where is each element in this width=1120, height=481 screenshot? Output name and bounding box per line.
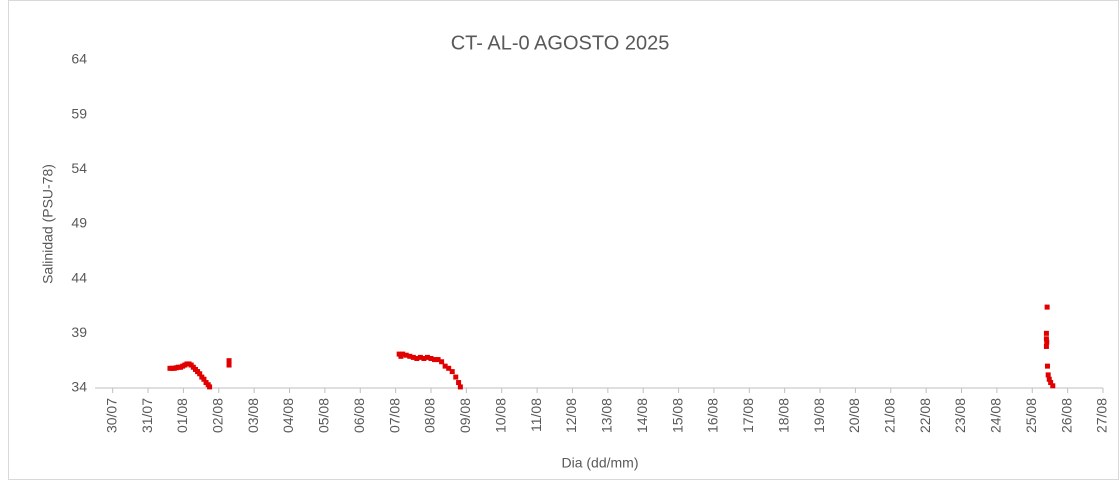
point [1050,383,1056,389]
x-tick-label: 12/08 [563,398,579,433]
x-tick-label: 16/08 [705,398,721,433]
point [439,359,445,365]
point [1044,363,1050,369]
x-tick-label: 11/08 [528,398,544,432]
point [403,352,409,358]
x-tick-label: 04/08 [280,398,296,433]
x-tick-label: 08/08 [422,398,438,433]
x-tick-label: 21/08 [881,398,897,433]
point [1043,330,1049,336]
y-tick-label: 64 [71,51,87,67]
point [226,358,232,364]
x-tick-label: 20/08 [846,398,862,433]
point [1044,339,1050,345]
x-tick-label: 22/08 [917,398,933,433]
chart-frame [8,0,1119,480]
x-tick-label: 09/08 [457,398,473,433]
point [400,351,406,357]
point [1043,343,1049,349]
x-tick-label: 23/08 [952,398,968,433]
point [414,355,420,361]
x-tick-label: 02/08 [209,398,225,433]
point [442,363,448,369]
point [197,371,203,377]
x-tick-label: 10/08 [492,398,508,433]
y-tick-label: 44 [71,269,87,285]
x-tick-label: 01/08 [174,398,190,433]
x-tick-label: 14/08 [634,398,650,433]
x-tick-label: 19/08 [811,398,827,433]
point [226,362,232,368]
x-tick-label: 13/08 [599,398,615,433]
x-axis-label: Dia (dd/mm) [561,455,638,471]
y-tick-label: 34 [71,379,87,395]
y-tick-label: 49 [71,215,87,231]
y-tick-label: 59 [71,105,87,121]
point [435,357,441,363]
x-tick-label: 17/08 [740,398,756,433]
x-tick-label: 07/08 [386,398,402,433]
point [1046,376,1052,382]
chart-title: CT- AL-0 AGOSTO 2025 [451,32,670,54]
x-tick-label: 30/07 [103,398,119,433]
point [410,354,416,360]
x-tick-label: 15/08 [669,398,685,433]
y-tick-label: 54 [71,160,87,176]
point [1044,304,1050,310]
point [407,353,413,359]
x-tick-label: 05/08 [316,398,332,433]
point [1048,380,1054,386]
point [417,354,423,360]
x-tick-label: 26/08 [1058,398,1074,433]
point [457,384,463,390]
point [432,357,438,363]
point [1045,372,1051,378]
point [201,376,207,382]
point [456,380,462,386]
x-tick-label: 18/08 [775,398,791,433]
x-tick-label: 24/08 [988,398,1004,433]
x-tick-label: 27/08 [1094,398,1110,433]
point [207,384,213,390]
point [424,354,430,360]
y-axis-label: Salinidad (PSU-78) [40,164,56,284]
point [428,355,434,361]
x-tick-label: 31/07 [139,398,155,433]
point [1043,336,1049,342]
point [449,369,455,375]
point [453,374,459,380]
point [446,365,452,371]
x-tick-label: 25/08 [1023,398,1039,433]
y-tick-label: 39 [71,324,87,340]
point [421,355,427,361]
x-tick-label: 06/08 [351,398,367,433]
x-tick-label: 03/08 [245,398,261,433]
